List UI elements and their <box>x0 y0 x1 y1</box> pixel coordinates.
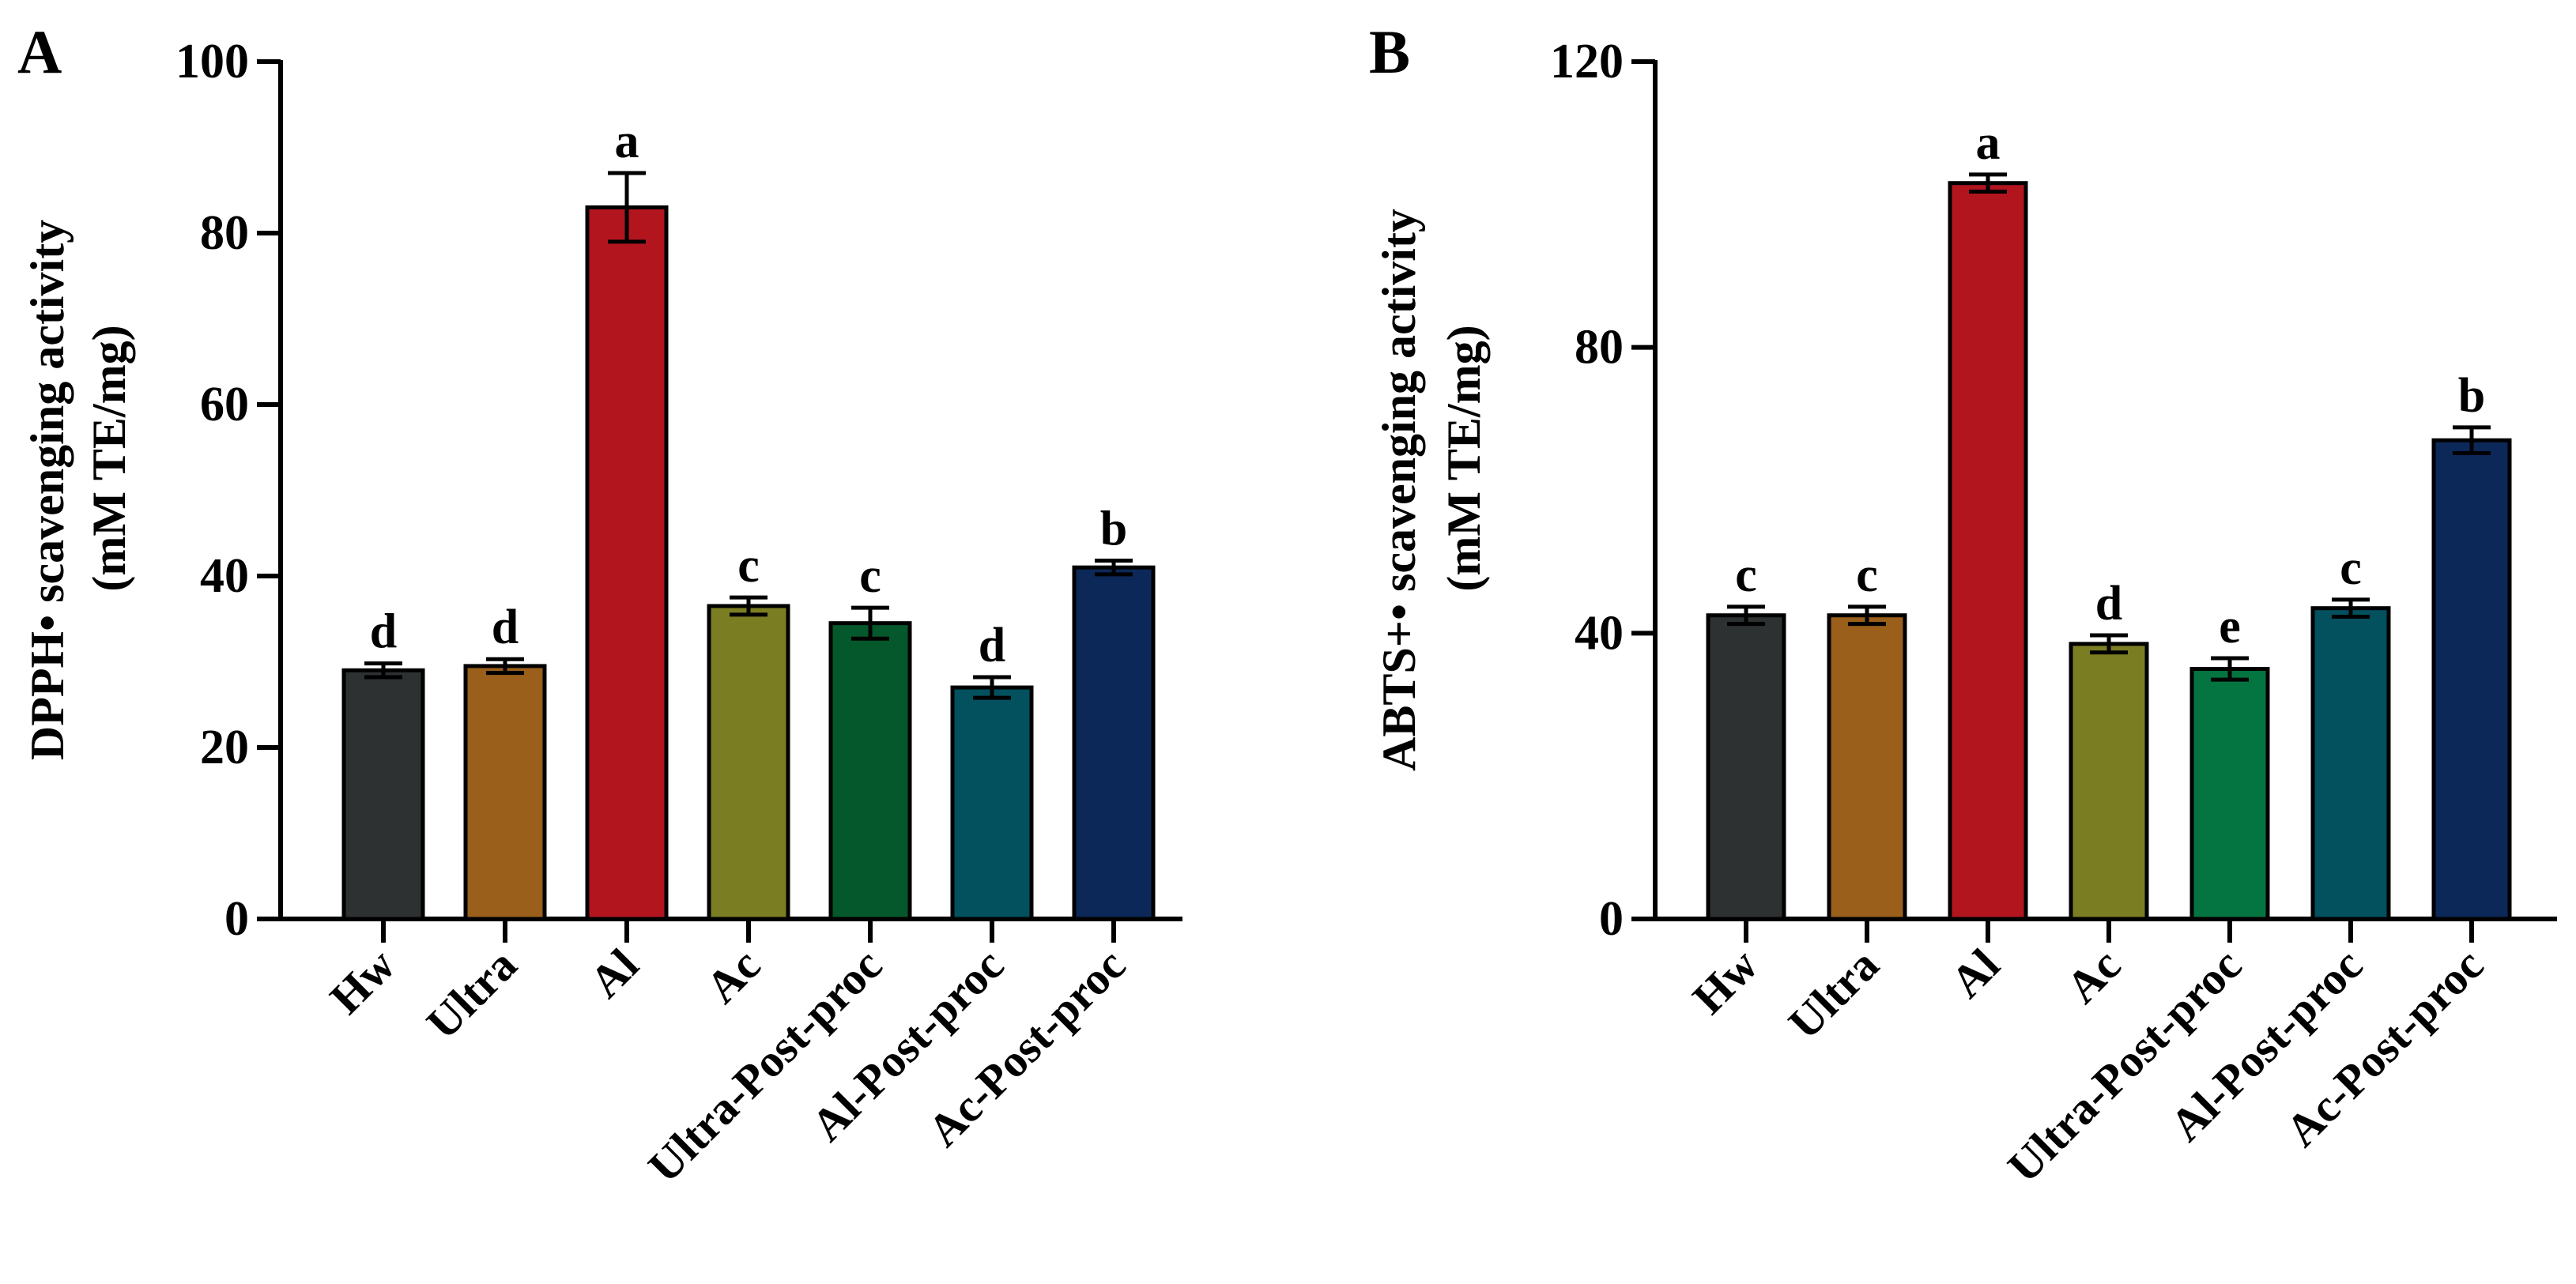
y-tick-label: 20 <box>200 721 249 774</box>
y-tick-label: 80 <box>1575 321 1624 375</box>
bar <box>1072 565 1156 921</box>
x-tick-label: Ac <box>696 939 770 1013</box>
bar <box>2431 438 2512 921</box>
bar <box>950 685 1034 921</box>
significance-letter: c <box>1735 548 1757 602</box>
significance-letter: e <box>2219 600 2241 653</box>
significance-letter: a <box>1976 116 2001 170</box>
panel-a-chart: A 0 20 40 60 80 100 DPPH• scavenging activity (m… <box>17 17 1182 1192</box>
x-tick-label: Al <box>1940 939 2009 1007</box>
y-tick-label: 100 <box>175 35 249 88</box>
panel-b-chart: B 0 40 80 120 ABTS+• scavenging activity (mM T… <box>1369 17 2557 1192</box>
bar <box>1706 613 1786 921</box>
bar <box>2189 667 2270 921</box>
bar <box>463 664 547 921</box>
x-tick-label: Hw <box>1683 939 1768 1024</box>
bar <box>2310 606 2391 921</box>
y-tick-label: 120 <box>1550 35 1624 88</box>
y-tick-label: 0 <box>1599 892 1624 946</box>
bar <box>707 604 790 921</box>
bar <box>1948 181 2028 921</box>
x-tick-label: Hw <box>320 939 405 1024</box>
significance-letter: d <box>2095 577 2122 631</box>
x-tick-label: Ultra <box>1778 939 1888 1049</box>
significance-letter: c <box>2340 541 2362 595</box>
y-tick-label: 80 <box>200 206 249 260</box>
y-tick-label: 40 <box>1575 606 1624 660</box>
bar <box>585 205 669 921</box>
bar <box>1827 613 1907 921</box>
significance-letter: d <box>492 601 519 654</box>
significance-letter: d <box>370 605 397 659</box>
x-tick-label: Ultra <box>417 939 526 1049</box>
y-tick-label: 40 <box>200 549 249 603</box>
significance-letter: b <box>1100 502 1127 555</box>
x-tick-label: Ac <box>2056 939 2130 1013</box>
bar <box>341 668 425 921</box>
panel-label: B <box>1369 17 1410 86</box>
significance-letter: c <box>737 539 760 593</box>
significance-letter: a <box>615 115 639 168</box>
significance-letter: c <box>1856 548 1878 602</box>
y-axis-label-line2: (mM TE/mg) <box>1438 325 1490 591</box>
y-axis-label-line1: ABTS+• scavenging activity <box>1373 209 1425 771</box>
y-tick-label: 0 <box>224 892 249 946</box>
bar <box>828 621 912 921</box>
y-axis-label-line1: DPPH• scavenging activity <box>21 220 74 760</box>
significance-letter: b <box>2458 369 2485 423</box>
x-tick-label: Al <box>579 939 648 1007</box>
y-tick-label: 60 <box>200 378 249 431</box>
significance-letter: d <box>979 619 1005 672</box>
panel-label: A <box>17 17 62 86</box>
y-axis-label-line2: (mM TE/mg) <box>83 325 135 591</box>
significance-letter: c <box>859 549 881 603</box>
bar <box>2069 642 2149 921</box>
